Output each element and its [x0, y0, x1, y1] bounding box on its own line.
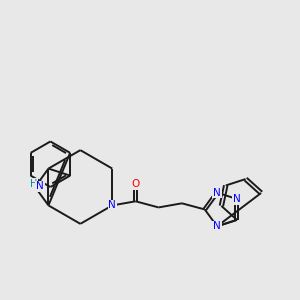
- Text: H: H: [30, 179, 37, 189]
- Text: O: O: [131, 179, 140, 189]
- Text: N: N: [233, 194, 241, 204]
- Text: N: N: [36, 182, 44, 191]
- Text: N: N: [213, 221, 221, 231]
- Text: N: N: [213, 188, 221, 198]
- Text: N: N: [108, 200, 116, 210]
